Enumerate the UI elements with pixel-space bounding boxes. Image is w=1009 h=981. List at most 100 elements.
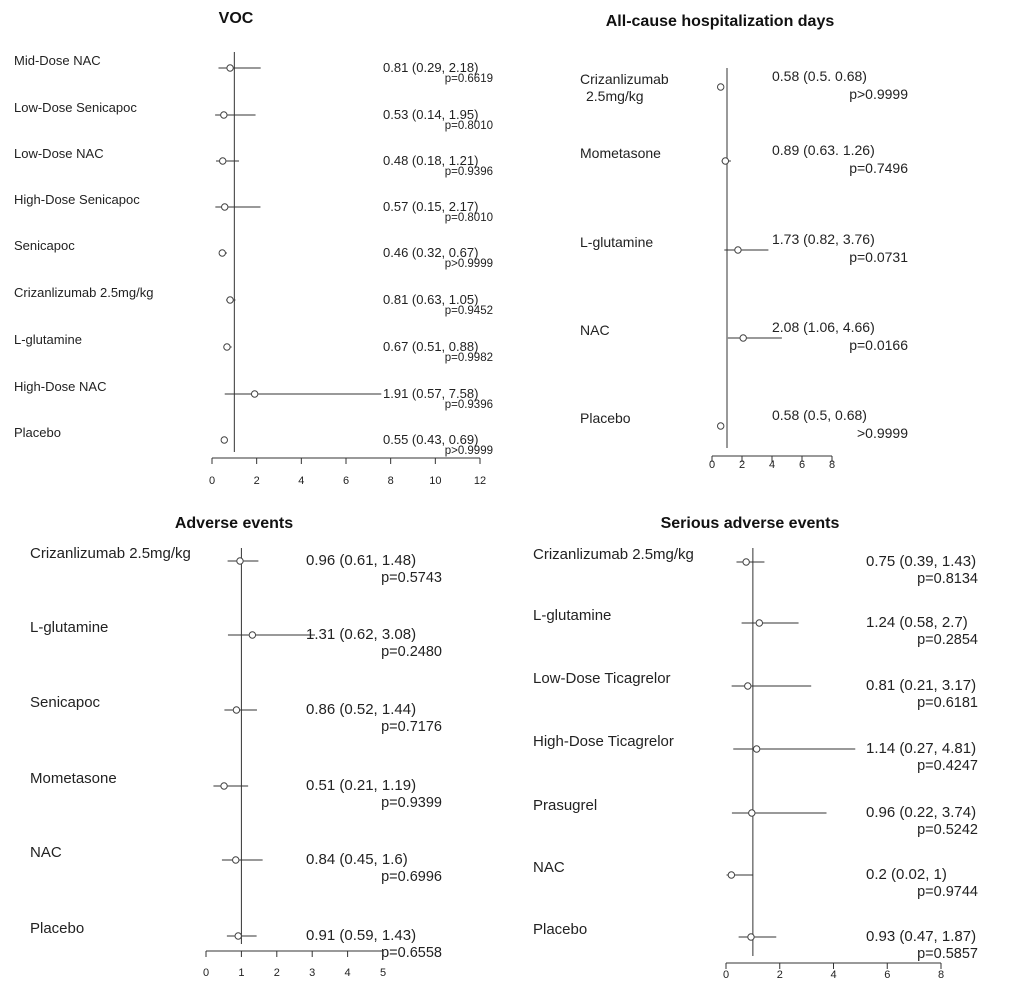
voc-title: VOC (219, 10, 254, 27)
point-estimate (223, 343, 231, 351)
row-label: Senicapoc (14, 238, 75, 253)
estimate-ci-text: 0.81 (0.29, 2.18) (383, 60, 478, 75)
estimate-ci-text: 0.96 (0.22, 3.74) (866, 804, 976, 821)
row-label: High-Dose Ticagrelor (533, 733, 674, 750)
p-value-text: p=0.9452 (445, 305, 493, 317)
p-value-text: p=0.2480 (381, 644, 442, 660)
estimate-ci-text: 0.91 (0.59, 1.43) (306, 927, 416, 944)
p-value-text: p=0.0731 (849, 249, 908, 265)
voc-x-tick-label: 0 (209, 475, 215, 487)
point-estimate (717, 422, 725, 430)
p-value-text: p=0.6181 (917, 695, 978, 711)
p-value-text: p=0.8010 (445, 212, 493, 224)
p-value-text: p=0.9396 (445, 166, 493, 178)
estimate-ci-text: 0.81 (0.63, 1.05) (383, 292, 478, 307)
estimate-ci-text: 0.58 (0.5, 0.68) (772, 407, 867, 423)
voc-x-tick-label: 2 (254, 475, 260, 487)
point-estimate (734, 246, 742, 254)
row-label: NAC (30, 844, 62, 861)
point-estimate (234, 932, 242, 940)
point-estimate (747, 933, 755, 941)
row-label-line2: 2.5mg/kg (586, 88, 644, 104)
point-estimate (717, 83, 725, 91)
point-estimate (220, 436, 228, 444)
row-label: Crizanlizumab (580, 71, 669, 87)
row-label: Crizanlizumab 2.5mg/kg (30, 545, 191, 562)
p-value-text: p=0.7496 (849, 160, 908, 176)
row-label: NAC (533, 859, 565, 876)
point-estimate (219, 157, 227, 165)
point-estimate (250, 390, 259, 398)
row-label: Low-Dose NAC (14, 146, 104, 161)
p-value-text: p=0.7176 (381, 719, 442, 735)
p-value-text: p=0.5242 (917, 822, 978, 838)
sae-title: Serious adverse events (661, 515, 840, 532)
point-estimate (748, 809, 756, 817)
row-label: Prasugrel (533, 797, 597, 814)
row-label: Placebo (580, 410, 631, 426)
row-label: L-glutamine (533, 607, 611, 624)
sae-x-tick-label: 2 (777, 969, 783, 981)
point-estimate (221, 203, 229, 211)
estimate-ci-text: 0.55 (0.43, 0.69) (383, 432, 478, 447)
row-label: Low-Dose Ticagrelor (533, 670, 671, 687)
ae-x-tick-label: 5 (380, 967, 386, 979)
estimate-ci-text: 0.67 (0.51, 0.88) (383, 339, 478, 354)
sae-x-tick-label: 0 (723, 969, 729, 981)
voc-x-tick-label: 4 (298, 475, 304, 487)
p-value-text: p=0.2854 (917, 632, 978, 648)
point-estimate (744, 682, 752, 690)
row-label: Mometasone (30, 770, 117, 787)
estimate-ci-text: 0.57 (0.15, 2.17) (383, 199, 478, 214)
row-label: L-glutamine (30, 619, 108, 636)
p-value-text: p=0.9399 (381, 795, 442, 811)
row-label: Mid-Dose NAC (14, 53, 101, 68)
row-label: NAC (580, 322, 610, 338)
ae-x-tick-label: 2 (274, 967, 280, 979)
p-value-text: p>0.9999 (445, 258, 493, 270)
estimate-ci-text: 2.08 (1.06, 4.66) (772, 319, 875, 335)
p-value-text: p=0.8134 (917, 571, 978, 587)
row-label: L-glutamine (580, 234, 653, 250)
point-estimate (232, 856, 240, 864)
ae-x-tick-label: 4 (345, 967, 351, 979)
point-estimate (236, 557, 244, 565)
sae-x-tick-label: 6 (884, 969, 890, 981)
row-label: High-Dose Senicapoc (14, 192, 140, 207)
hosp-title: All-cause hospitalization days (606, 13, 835, 30)
sae-x-tick-label: 4 (830, 969, 836, 981)
estimate-ci-text: 0.58 (0.5. 0.68) (772, 68, 867, 84)
point-estimate (220, 782, 228, 790)
hosp-x-tick-label: 0 (709, 459, 715, 471)
point-estimate (226, 64, 234, 72)
hosp-x-tick-label: 6 (799, 459, 805, 471)
estimate-ci-text: 1.24 (0.58, 2.7) (866, 614, 968, 631)
estimate-ci-text: 0.86 (0.52, 1.44) (306, 701, 416, 718)
point-estimate (739, 334, 747, 342)
estimate-ci-text: 0.53 (0.14, 1.95) (383, 107, 478, 122)
hosp-x-tick-label: 8 (829, 459, 835, 471)
point-estimate (742, 558, 750, 566)
estimate-ci-text: 0.96 (0.61, 1.48) (306, 552, 416, 569)
estimate-ci-text: 0.93 (0.47, 1.87) (866, 928, 976, 945)
ae-x-tick-label: 3 (309, 967, 315, 979)
p-value-text: p>0.9999 (445, 445, 493, 457)
estimate-ci-text: 0.51 (0.21, 1.19) (306, 777, 416, 794)
row-label: Crizanlizumab 2.5mg/kg (14, 285, 153, 300)
p-value-text: p=0.6619 (445, 73, 493, 85)
ae-x-tick-label: 1 (238, 967, 244, 979)
estimate-ci-text: 0.46 (0.32, 0.67) (383, 245, 478, 260)
point-estimate (248, 631, 257, 639)
point-estimate (755, 619, 764, 627)
point-estimate (721, 157, 730, 165)
point-estimate (226, 296, 234, 304)
estimate-ci-text: 1.73 (0.82, 3.76) (772, 231, 875, 247)
sae-x-tick-label: 8 (938, 969, 944, 981)
ae-x-tick-label: 0 (203, 967, 209, 979)
estimate-ci-text: 1.31 (0.62, 3.08) (306, 626, 416, 643)
row-label: Mometasone (580, 145, 661, 161)
row-label: L-glutamine (14, 332, 82, 347)
p-value-text: p=0.9396 (445, 399, 493, 411)
estimate-ci-text: 0.89 (0.63. 1.26) (772, 142, 875, 158)
